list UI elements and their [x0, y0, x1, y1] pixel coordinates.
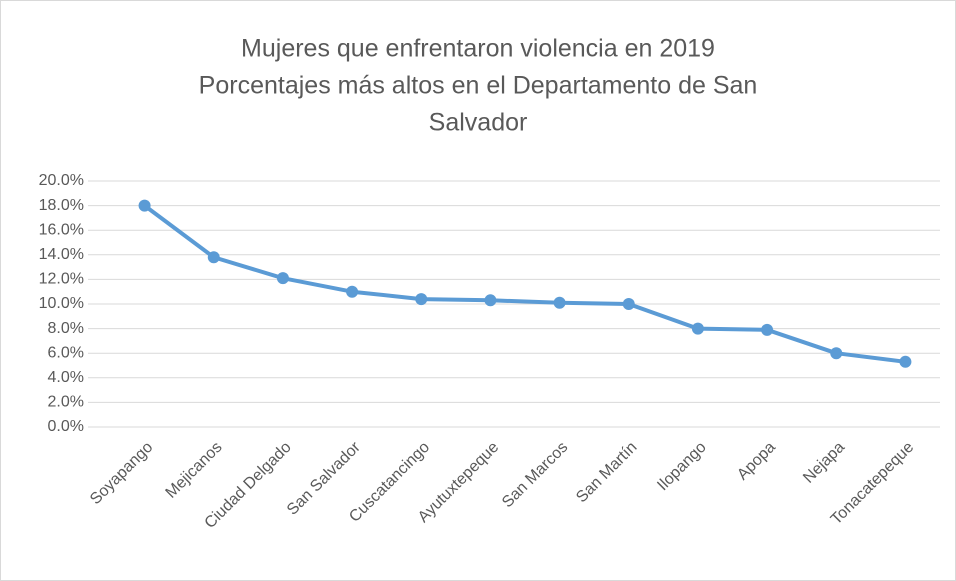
- point: [691, 322, 704, 335]
- y-tick-label: 10.0%: [39, 295, 84, 312]
- point: [346, 285, 359, 298]
- y-tick-label: 18.0%: [39, 197, 84, 214]
- point: [899, 355, 912, 368]
- point: [276, 272, 289, 285]
- chart-title: Porcentajes más altos en el Departamento…: [199, 72, 758, 100]
- y-tick-label: 0.0%: [48, 418, 84, 435]
- line: [143, 203, 906, 364]
- point: [415, 293, 428, 306]
- point: [622, 298, 635, 310]
- y-tick-label: 16.0%: [39, 221, 84, 238]
- y-tick-label: 6.0%: [48, 344, 84, 361]
- y-tick-label: 20.0%: [39, 172, 84, 189]
- point: [138, 199, 151, 212]
- y-tick-label: 14.0%: [39, 246, 84, 263]
- chart-title: Salvador: [429, 109, 528, 137]
- y-tick-label: 2.0%: [48, 394, 84, 411]
- point: [553, 296, 566, 309]
- point: [484, 294, 497, 307]
- y-tick-label: 4.0%: [48, 369, 84, 386]
- y-tick-label: 12.0%: [39, 271, 84, 288]
- y-tick-label: 8.0%: [48, 320, 84, 337]
- point: [830, 347, 843, 360]
- point: [207, 251, 220, 264]
- chart-title: Mujeres que enfrentaron violencia en 201…: [241, 35, 715, 63]
- point: [761, 323, 774, 336]
